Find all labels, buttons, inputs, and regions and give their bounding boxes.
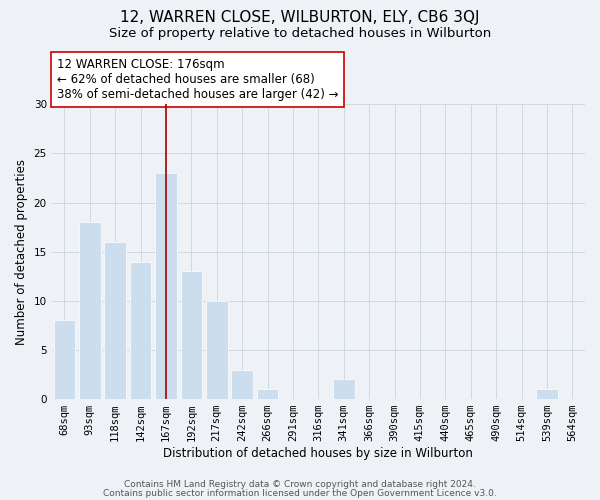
Bar bbox=[104, 242, 126, 399]
Bar bbox=[257, 390, 278, 399]
Text: Size of property relative to detached houses in Wilburton: Size of property relative to detached ho… bbox=[109, 28, 491, 40]
Text: 12, WARREN CLOSE, WILBURTON, ELY, CB6 3QJ: 12, WARREN CLOSE, WILBURTON, ELY, CB6 3Q… bbox=[120, 10, 480, 25]
Bar bbox=[181, 272, 202, 399]
Bar bbox=[232, 370, 253, 399]
Bar bbox=[53, 320, 75, 399]
Text: 12 WARREN CLOSE: 176sqm
← 62% of detached houses are smaller (68)
38% of semi-de: 12 WARREN CLOSE: 176sqm ← 62% of detache… bbox=[57, 58, 338, 102]
Bar bbox=[130, 262, 151, 399]
Bar bbox=[155, 173, 177, 399]
Bar bbox=[206, 301, 227, 399]
Bar bbox=[79, 222, 101, 399]
Bar bbox=[333, 380, 355, 399]
Bar bbox=[536, 390, 557, 399]
Y-axis label: Number of detached properties: Number of detached properties bbox=[15, 158, 28, 344]
Text: Contains public sector information licensed under the Open Government Licence v3: Contains public sector information licen… bbox=[103, 489, 497, 498]
X-axis label: Distribution of detached houses by size in Wilburton: Distribution of detached houses by size … bbox=[163, 447, 473, 460]
Text: Contains HM Land Registry data © Crown copyright and database right 2024.: Contains HM Land Registry data © Crown c… bbox=[124, 480, 476, 489]
